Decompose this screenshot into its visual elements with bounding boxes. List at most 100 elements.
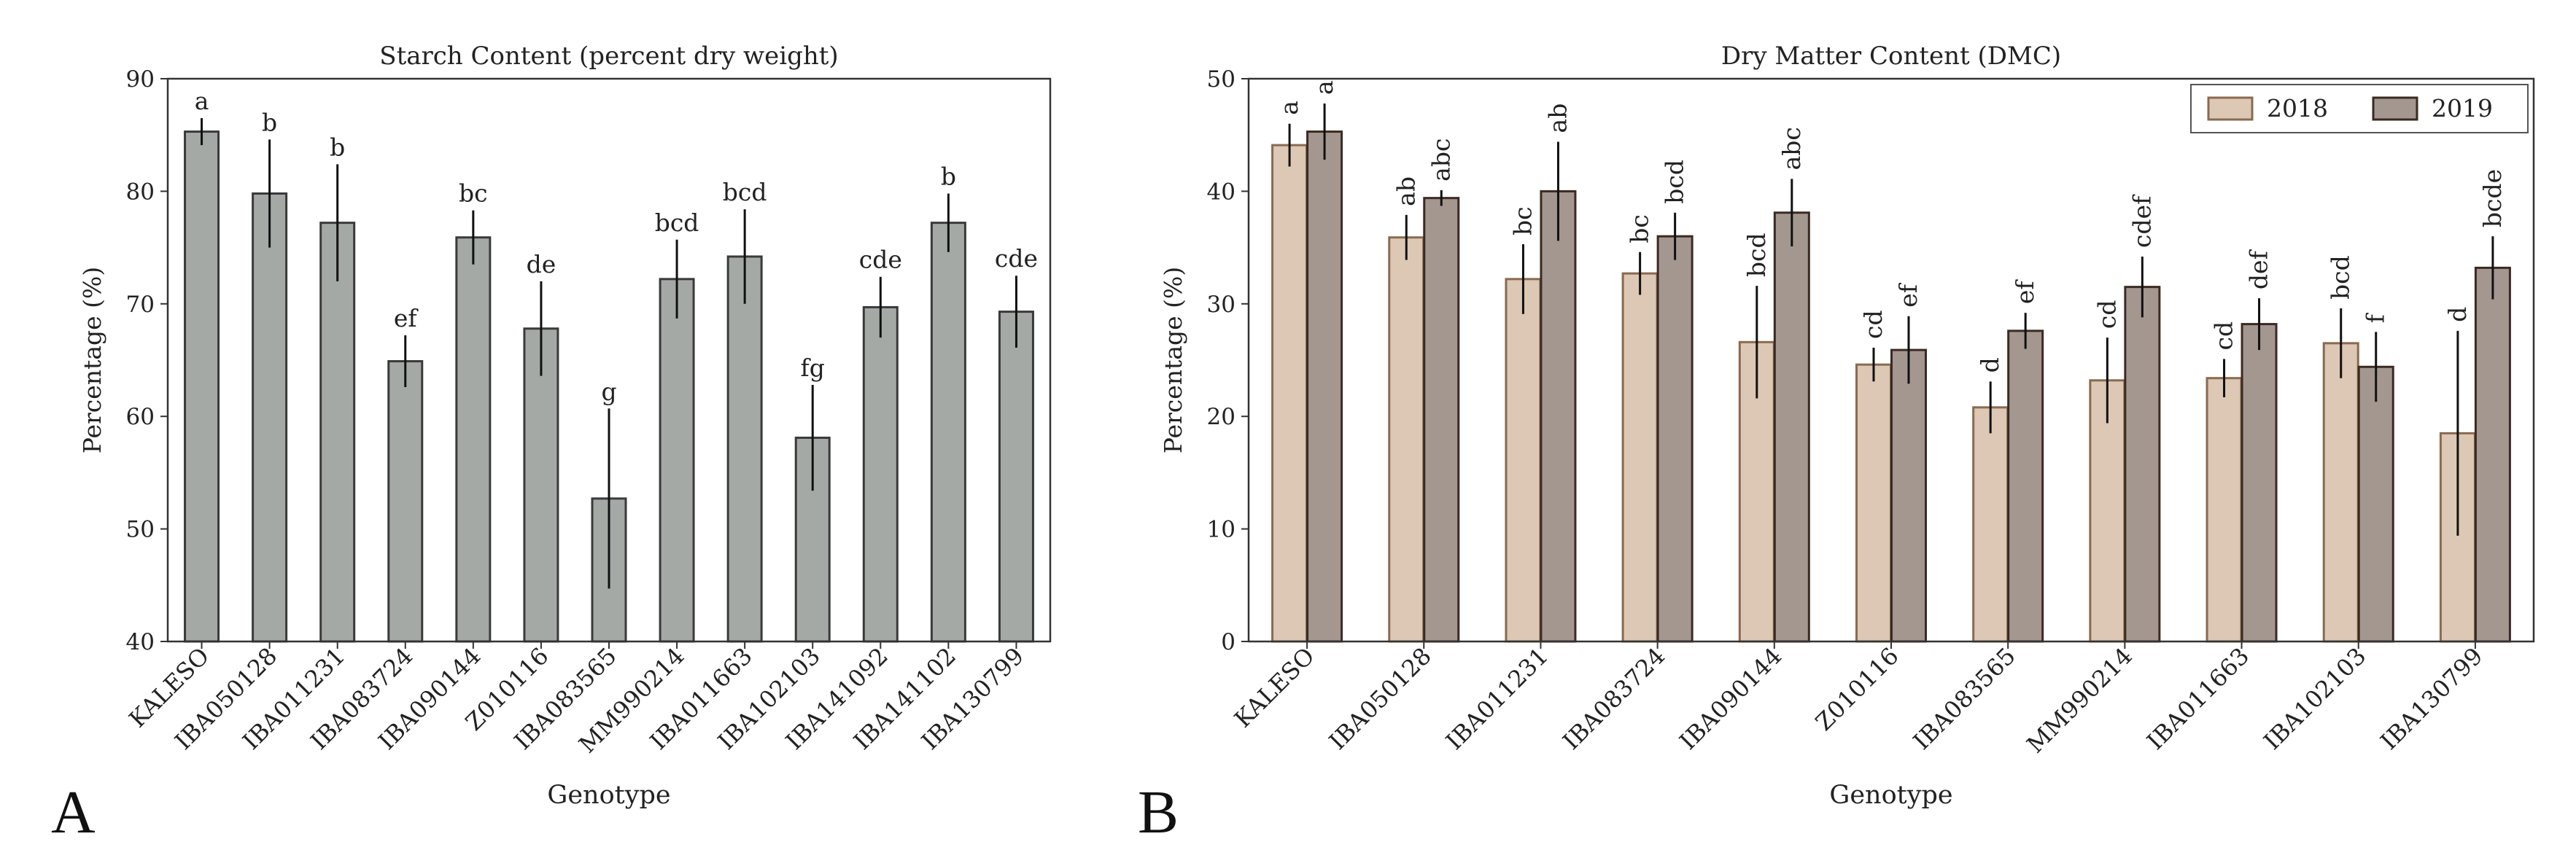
bar: [862, 305, 899, 643]
significance-letter: cd: [2092, 300, 2121, 329]
significance-letter: a: [195, 87, 209, 115]
bar: [726, 255, 763, 643]
y-tick-label: 20: [1207, 404, 1235, 430]
significance-letter: abc: [1777, 127, 1806, 170]
y-tick-label: 80: [126, 179, 155, 205]
bar: [1306, 130, 1343, 643]
bar: [930, 222, 966, 643]
bar: [2474, 266, 2511, 643]
category-label: IBA011231: [1440, 642, 1553, 755]
x-axis-label: Genotype: [547, 781, 670, 810]
significance-letter: bc: [1508, 206, 1537, 235]
y-tick-label: 50: [126, 517, 155, 543]
chart-title: Starch Content (percent dry weight): [379, 42, 838, 71]
y-tick-label: 60: [126, 404, 155, 430]
category-label: IBA102103: [2258, 642, 2371, 755]
legend-swatch: [2207, 96, 2254, 121]
bar: [1271, 144, 1308, 643]
y-tick-label: 40: [1207, 179, 1235, 205]
significance-letter: d: [2443, 307, 2472, 322]
significance-letter: bcd: [723, 178, 767, 206]
significance-letter: d: [1976, 357, 2004, 372]
panel-letter-b: B: [1138, 779, 1179, 846]
bar: [2007, 329, 2044, 643]
significance-letter: g: [601, 377, 616, 405]
legend-label: 2019: [2432, 94, 2493, 122]
bar: [387, 360, 424, 643]
significance-letter: cd: [1859, 310, 1888, 339]
significance-letter: ef: [1894, 282, 1923, 308]
significance-letter: ef: [394, 304, 419, 332]
category-label: IBA050128: [1324, 642, 1437, 755]
y-tick-label: 70: [126, 292, 155, 318]
bar: [2357, 365, 2394, 643]
bar: [1388, 236, 1425, 643]
significance-letter: bc: [1626, 214, 1654, 243]
panel-letter-a: A: [51, 779, 96, 846]
bar: [1656, 235, 1694, 643]
category-label: IBA090144: [1674, 642, 1787, 755]
bar: [2124, 286, 2161, 643]
bar: [2241, 323, 2278, 643]
bar: [1855, 363, 1892, 643]
plot-frame: [1247, 77, 2535, 643]
dmc-chart: Dry Matter Content (DMC) 0 10 20 30 40 50 Perce…: [1159, 42, 2535, 810]
category-label: KALESO: [1229, 642, 1320, 733]
significance-letter: def: [2245, 249, 2273, 289]
significance-letter: de: [527, 250, 556, 278]
bar: [2322, 342, 2359, 643]
bar: [184, 130, 220, 643]
bar: [1890, 348, 1927, 643]
significance-letter: a: [1310, 80, 1338, 95]
significance-letter: bc: [459, 179, 488, 208]
y-tick-label: 30: [1207, 292, 1235, 318]
category-label: IBA130799: [2375, 642, 2488, 755]
category-label: IBA083724: [1557, 642, 1670, 755]
y-tick-label: 0: [1221, 629, 1235, 655]
significance-letter: bcd: [1742, 233, 1771, 277]
bar: [1505, 278, 1542, 643]
significance-letter: bcd: [655, 208, 699, 237]
significance-letter: ef: [2011, 279, 2039, 305]
legend-label: 2018: [2267, 94, 2328, 122]
significance-letter: bcd: [2327, 255, 2355, 300]
y-tick-label: 90: [126, 66, 155, 93]
bar: [1773, 211, 1810, 643]
significance-letter: b: [330, 133, 345, 161]
significance-letter: cde: [859, 246, 902, 274]
y-tick-label: 40: [126, 629, 155, 655]
significance-letter: cd: [2210, 321, 2238, 351]
significance-letter: cde: [995, 244, 1038, 273]
bar: [319, 222, 356, 643]
significance-letter: bcd: [1661, 160, 1689, 204]
plot-frame: [166, 77, 1052, 643]
category-label: IBA011663: [2141, 642, 2254, 755]
x-axis-label: Genotype: [1829, 781, 1952, 810]
significance-letter: abc: [1427, 139, 1455, 182]
legend-swatch: [2372, 96, 2418, 121]
starch-chart: Starch Content (percent dry weight) 40 50 6…: [78, 42, 1052, 810]
bar: [659, 278, 695, 643]
bar: [1423, 197, 1460, 643]
bar: [455, 236, 492, 643]
significance-letter: cdef: [2127, 194, 2156, 248]
significance-letter: a: [1275, 101, 1303, 115]
bar: [1540, 190, 1577, 643]
significance-letter: f: [2362, 312, 2390, 323]
category-label: Z010116: [1810, 642, 1904, 736]
category-label: IBA083565: [1908, 642, 2021, 755]
significance-letter: b: [262, 108, 277, 136]
significance-letter: bcde: [2478, 169, 2507, 227]
significance-letter: b: [941, 162, 956, 190]
bar: [998, 311, 1034, 643]
bar: [252, 192, 288, 643]
bar: [1621, 272, 1659, 643]
category-label: MM990214: [2021, 642, 2138, 759]
significance-letter: ab: [1392, 176, 1420, 206]
y-axis-label: Percentage (%): [1159, 267, 1187, 453]
bar: [2205, 377, 2243, 643]
significance-letter: fg: [801, 354, 825, 382]
y-tick-label: 50: [1207, 66, 1235, 93]
bar: [1972, 406, 2009, 643]
